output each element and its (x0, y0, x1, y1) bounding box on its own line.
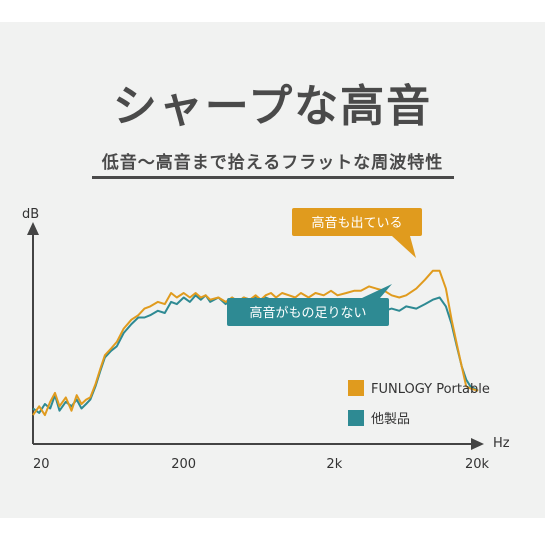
callout-other: 高音がもの足りない (227, 284, 392, 326)
page-subtitle: 低音〜高音まで拾えるフラットな周波特性 (101, 153, 444, 173)
background-panel (0, 22, 545, 518)
x-tick-label: 20k (465, 457, 490, 472)
x-tick-label: 20 (33, 457, 50, 472)
x-axis-label: Hz (493, 436, 510, 451)
x-tick-label: 2k (326, 457, 342, 472)
callout-funlogy-box (292, 208, 422, 236)
legend-swatch-other (348, 410, 364, 426)
callout-other-pointer (362, 284, 392, 298)
x-tick-label: 200 (171, 457, 196, 472)
legend-label-other: 他製品 (371, 412, 410, 427)
callout-funlogy-pointer (392, 236, 416, 258)
x-tick-labels: 20 200 2k 20k (33, 457, 490, 472)
subtitle-underline (92, 176, 454, 179)
x-axis-arrow-icon (471, 438, 484, 450)
legend-swatch-funlogy (348, 380, 364, 396)
page-title: シャープな高音 (112, 81, 433, 132)
y-axis-arrow-icon (27, 222, 39, 235)
y-axis-label: dB (22, 207, 39, 222)
legend-label-funlogy: FUNLOGY Portable (371, 382, 490, 397)
callout-funlogy-text: 高音も出ている (311, 215, 402, 231)
callout-other-box (227, 298, 389, 326)
callout-funlogy: 高音も出ている (292, 208, 422, 258)
legend: FUNLOGY Portable 他製品 (348, 380, 490, 427)
callout-other-text: 高音がもの足りない (249, 305, 366, 321)
